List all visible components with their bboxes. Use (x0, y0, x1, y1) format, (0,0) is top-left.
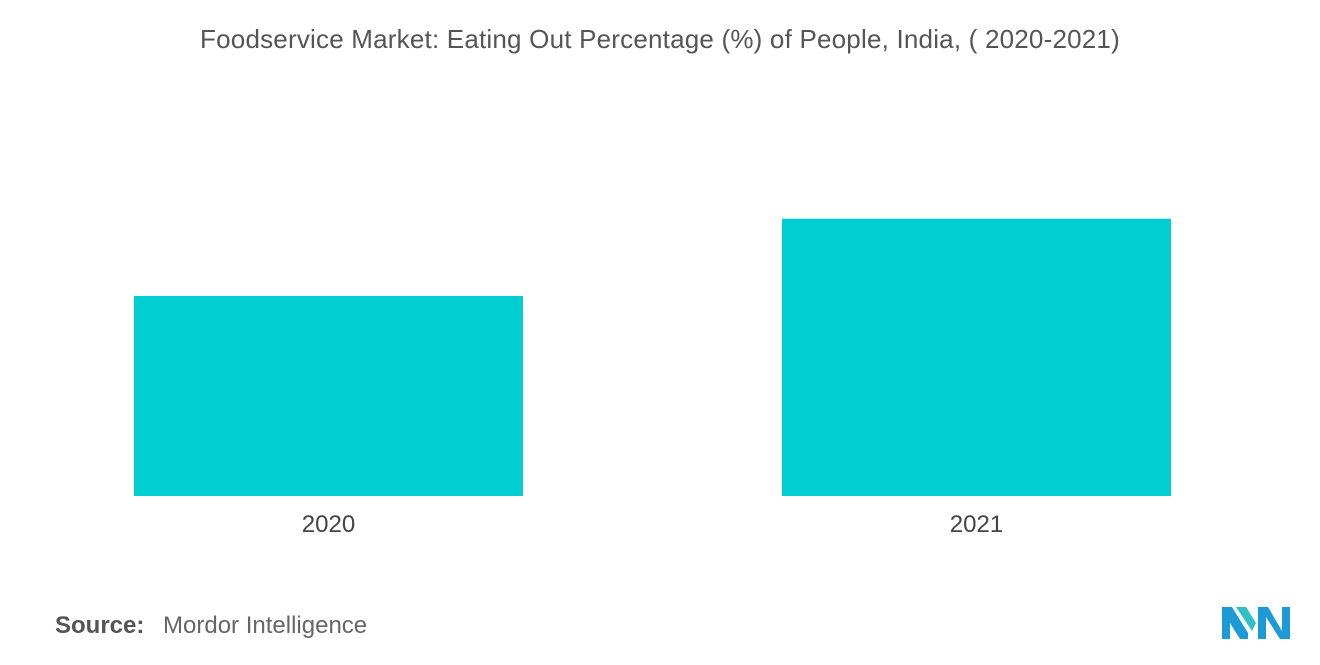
x-axis-ticks: 2020 2021 (302, 511, 1003, 538)
chart-title: Foodservice Market: Eating Out Percentag… (200, 24, 1120, 54)
logo-shape-1 (1222, 607, 1248, 639)
bar-2021 (782, 218, 1171, 496)
source-value: Mordor Intelligence (163, 612, 368, 639)
mordor-intelligence-logo-icon (1222, 607, 1290, 639)
source-line: Source: Mordor Intelligence (55, 612, 367, 640)
source-label: Source: (55, 612, 145, 639)
bars-layer (134, 218, 1171, 496)
x-tick-label-2020: 2020 (302, 511, 355, 538)
logo-shape-3 (1258, 607, 1290, 639)
logo-shape-2 (1236, 607, 1256, 631)
bar-2020 (134, 295, 523, 496)
x-tick-label-2021: 2021 (950, 511, 1003, 538)
